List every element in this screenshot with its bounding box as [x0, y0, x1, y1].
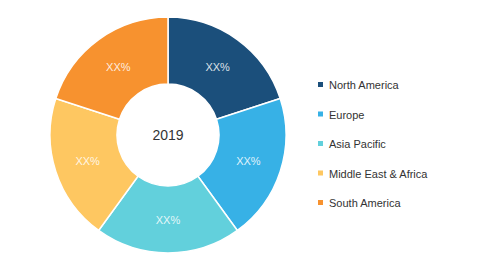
legend: North America Europe Asia Pacific Middle Ea… [318, 79, 428, 209]
data-label: XX% [75, 155, 100, 167]
legend-label: North America [329, 79, 400, 91]
data-label: XX% [106, 61, 131, 73]
center-title: 2019 [152, 127, 183, 143]
legend-swatch [318, 82, 323, 87]
legend-label: South America [329, 197, 401, 209]
data-label: XX% [236, 155, 261, 167]
legend-swatch [318, 171, 323, 176]
legend-label: Middle East & Africa [329, 168, 428, 180]
data-label: XX% [156, 214, 181, 226]
legend-swatch [318, 112, 323, 117]
legend-label: Asia Pacific [329, 138, 386, 150]
legend-swatch [318, 200, 323, 205]
chart: XX% XX% XX% XX% XX% 2019 North America Europe As… [0, 0, 479, 273]
legend-swatch [318, 141, 323, 146]
slice [56, 17, 168, 119]
data-label: XX% [205, 61, 230, 73]
legend-label: Europe [329, 109, 364, 121]
pie: XX% XX% XX% XX% XX% 2019 [50, 17, 286, 253]
slice [50, 99, 138, 231]
